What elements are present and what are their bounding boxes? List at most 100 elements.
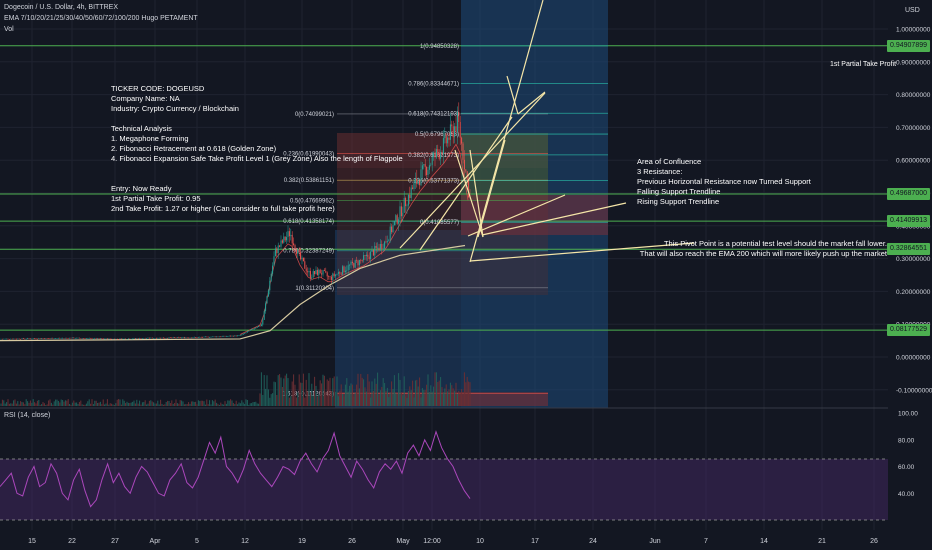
candle-body: [438, 153, 440, 159]
candle-body: [340, 273, 342, 275]
candle-body: [280, 240, 282, 247]
time-tick-label: 5: [195, 538, 199, 545]
candle-body: [420, 169, 422, 186]
volume-bar: [269, 397, 271, 406]
volume-bar: [150, 400, 152, 406]
candle-body: [388, 240, 390, 242]
volume-bar: [447, 391, 449, 406]
volume-bar: [281, 386, 283, 406]
analysis-note-line: 4. Fibonacci Expansion Safe Take Profit …: [111, 154, 403, 163]
volume-bar: [256, 403, 258, 406]
candle-body: [304, 261, 306, 269]
candle-body: [158, 337, 160, 339]
volume-bar: [99, 401, 101, 406]
volume-bar: [160, 399, 162, 406]
candle-body: [105, 338, 107, 340]
candle-body: [330, 276, 332, 280]
candle-body: [270, 273, 272, 281]
volume-bar: [232, 402, 234, 406]
volume-bar: [52, 404, 54, 406]
volume-bar: [14, 399, 16, 406]
candle-body: [113, 338, 115, 340]
rsi-axis[interactable]: 100.00 80.00 60.00 40.00: [898, 411, 918, 498]
candle-body: [22, 338, 24, 339]
candle-body: [143, 338, 145, 339]
candle-body: [248, 330, 250, 332]
ema-legend[interactable]: EMA 7/10/20/21/25/30/40/50/60/72/100/200…: [4, 15, 198, 22]
volume-bar: [416, 379, 418, 406]
candle-body: [171, 337, 173, 339]
volume-bar: [265, 388, 267, 406]
rsi-tick-label: 100.00: [898, 411, 918, 418]
volume-bar: [280, 377, 282, 406]
volume-bar: [74, 402, 76, 406]
volume-bar: [31, 402, 33, 406]
candle-body: [7, 338, 9, 340]
candle-body: [115, 338, 117, 340]
candle-body: [195, 337, 197, 338]
candle-body: [273, 256, 275, 266]
volume-bar: [368, 381, 370, 406]
price-tick-label: 1.00000000: [896, 27, 931, 34]
volume-bar: [144, 400, 146, 406]
candle-body: [99, 338, 101, 339]
volume-bar: [4, 403, 6, 406]
volume-bar: [115, 403, 117, 406]
candle-body: [144, 338, 146, 339]
volume-bar: [270, 394, 272, 406]
volume-bar: [276, 394, 278, 406]
volume-bar: [412, 380, 414, 406]
volume-bar: [87, 401, 89, 406]
fib-retracement-label: 0.786(0.32387249): [283, 249, 334, 255]
candle-body: [365, 254, 367, 257]
volume-bar: [246, 400, 248, 406]
candle-body: [175, 337, 177, 339]
candle-body: [223, 335, 225, 337]
volume-bar: [322, 374, 324, 406]
volume-bar: [435, 372, 437, 406]
candle-body: [203, 336, 205, 338]
candle-body: [231, 335, 233, 337]
candle-body: [214, 336, 216, 338]
volume-bar: [133, 400, 135, 406]
time-axis[interactable]: 15 22 27 Apr 5 12 19 26 May 12:00 10 17 24 Jun 7 14 21 26: [28, 538, 878, 545]
candle-body: [279, 245, 281, 247]
candle-body: [139, 338, 141, 339]
candle-body: [423, 164, 425, 166]
volume-bar: [29, 400, 31, 406]
candle-body: [34, 338, 36, 340]
volume-bar: [349, 385, 351, 406]
volume-bar: [162, 404, 164, 406]
candle-body: [370, 251, 372, 259]
candle-body: [108, 338, 110, 340]
volume-legend[interactable]: Vol: [4, 26, 14, 33]
volume-bar: [231, 400, 233, 406]
volume-bar: [122, 399, 124, 406]
candle-body: [389, 226, 391, 241]
price-axis[interactable]: 1.00000000 0.90000000 0.80000000 0.70000000…: [896, 27, 932, 395]
volume-bar: [398, 373, 400, 406]
volume-bar: [185, 404, 187, 406]
candle-body: [441, 152, 443, 155]
volume-bar: [433, 386, 435, 406]
volume-bar: [69, 403, 71, 406]
volume-bar: [73, 400, 75, 406]
rsi-tick-label: 40.00: [898, 491, 915, 498]
volume-bar: [407, 390, 409, 406]
candle-body: [172, 337, 174, 338]
candle-body: [147, 337, 149, 339]
volume-bar: [38, 400, 40, 406]
candle-body: [372, 250, 374, 256]
candle-body: [224, 335, 226, 337]
candle-body: [349, 264, 351, 266]
volume-bar: [402, 395, 404, 406]
fib-retracement-label: 1(0.31120304): [295, 286, 334, 292]
analysis-note-line: [111, 164, 403, 174]
candle-body: [8, 339, 10, 340]
volume-bar: [372, 390, 374, 406]
rsi-legend[interactable]: RSI (14, close): [4, 412, 51, 419]
volume-bar: [101, 404, 103, 406]
candle-body: [179, 337, 181, 338]
volume-bar: [161, 403, 163, 406]
